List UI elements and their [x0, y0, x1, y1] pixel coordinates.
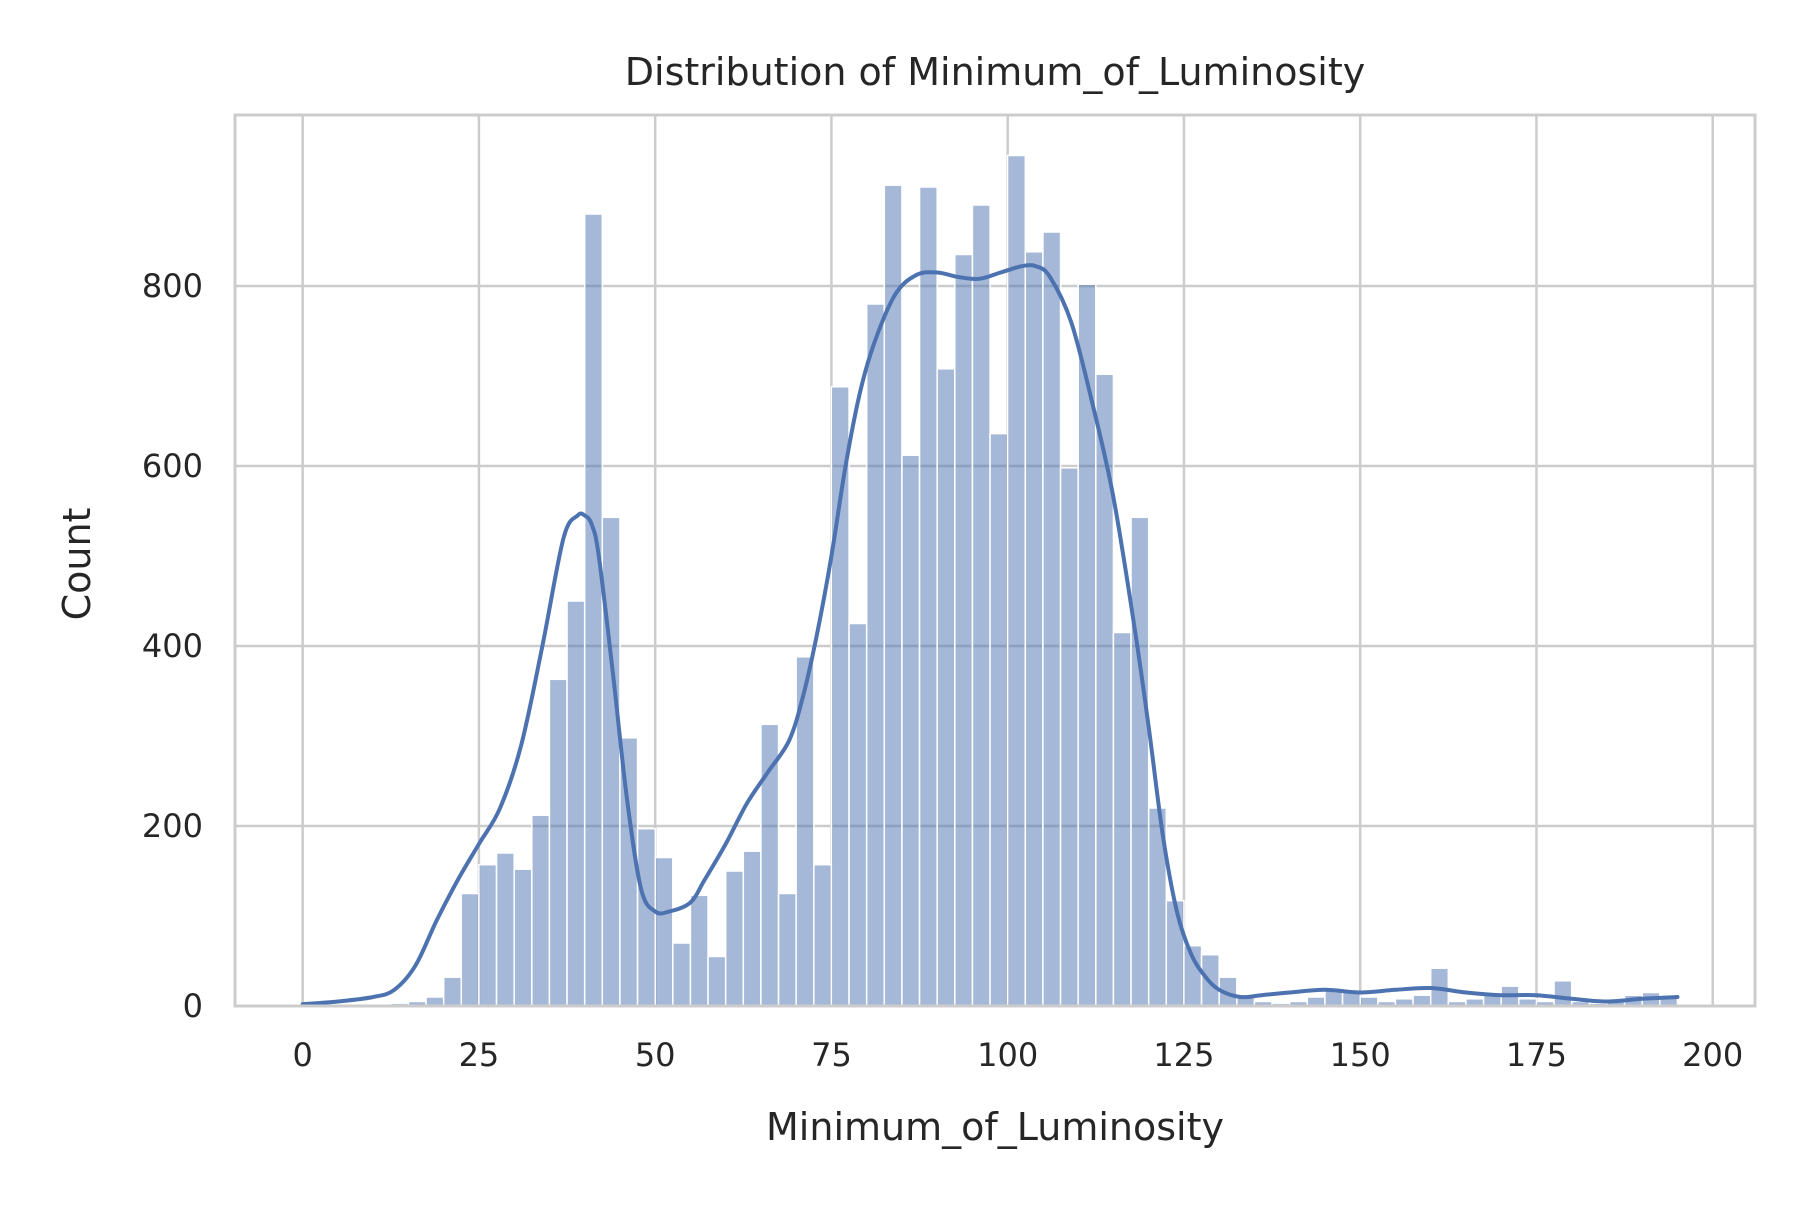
histogram-bar: [865, 303, 886, 1007]
histogram-bar: [742, 850, 762, 1007]
y-tick-label: 200: [142, 807, 203, 845]
histogram-bar: [654, 856, 674, 1007]
histogram-bar: [513, 868, 533, 1007]
histogram-bar: [1412, 994, 1432, 1007]
histogram-bar: [1341, 991, 1361, 1007]
x-tick-label: 200: [1682, 1036, 1743, 1074]
x-tick-label: 75: [811, 1036, 852, 1074]
y-tick-label: 400: [142, 627, 203, 665]
y-tick-label: 600: [142, 447, 203, 485]
x-tick-label: 175: [1506, 1036, 1567, 1074]
histogram-bar: [1006, 154, 1027, 1007]
kde-curve-layer: [300, 263, 1680, 1007]
y-axis-label: Count: [55, 508, 99, 621]
histogram-bar: [460, 892, 480, 1007]
histogram-bar: [495, 852, 515, 1007]
x-tick-label: 25: [459, 1036, 500, 1074]
histogram-bar: [971, 204, 991, 1007]
histogram-bar: [989, 432, 1009, 1007]
histogram-bar: [672, 942, 692, 1007]
histogram-bar: [531, 814, 551, 1007]
histogram-bar: [1042, 231, 1062, 1007]
histogram-bar: [1130, 516, 1150, 1007]
histogram-bar: [777, 892, 797, 1007]
histogram-bar: [901, 454, 921, 1007]
histogram-bar: [566, 600, 586, 1007]
histogram-bar: [583, 213, 604, 1007]
histogram-bar: [1553, 980, 1573, 1007]
histogram-bar: [478, 863, 498, 1007]
histogram-bar: [830, 386, 850, 1007]
y-tick-label: 800: [142, 267, 203, 305]
histogram-bars: [390, 154, 1679, 1007]
histogram-bar: [1059, 467, 1079, 1007]
plot-area-frame: [233, 113, 1757, 1008]
x-tick-label: 50: [635, 1036, 676, 1074]
histogram-bar: [689, 894, 709, 1007]
x-tick-label: 125: [1153, 1036, 1214, 1074]
histogram-bar: [548, 678, 568, 1007]
histogram-bar: [936, 368, 956, 1007]
histogram-bar: [1112, 631, 1132, 1007]
histogram-bar: [813, 863, 833, 1007]
y-tick-label: 0: [183, 987, 203, 1025]
histogram-bar: [724, 870, 745, 1007]
histogram-bar: [1024, 251, 1044, 1007]
tick-labels: 0 25 50 75 100 125 150 175 200 0 200 400 600 800: [142, 267, 1743, 1074]
histogram-bar: [918, 186, 938, 1007]
chart-title: Distribution of Minimum_of_Luminosity: [625, 50, 1365, 94]
histogram-bar: [707, 955, 727, 1007]
histogram-bar: [954, 253, 974, 1007]
histogram-bar: [1077, 283, 1097, 1007]
histogram-bar: [442, 976, 463, 1007]
histogram-bar: [1165, 899, 1185, 1007]
histogram-bar: [636, 827, 656, 1007]
histogram-bar: [1095, 373, 1115, 1007]
x-tick-label: 0: [293, 1036, 313, 1074]
x-tick-label: 150: [1330, 1036, 1391, 1074]
x-tick-label: 100: [977, 1036, 1038, 1074]
x-axis-label: Minimum_of_Luminosity: [766, 1105, 1224, 1149]
kde-line: [300, 263, 1680, 1007]
histogram-bar: [848, 622, 868, 1007]
